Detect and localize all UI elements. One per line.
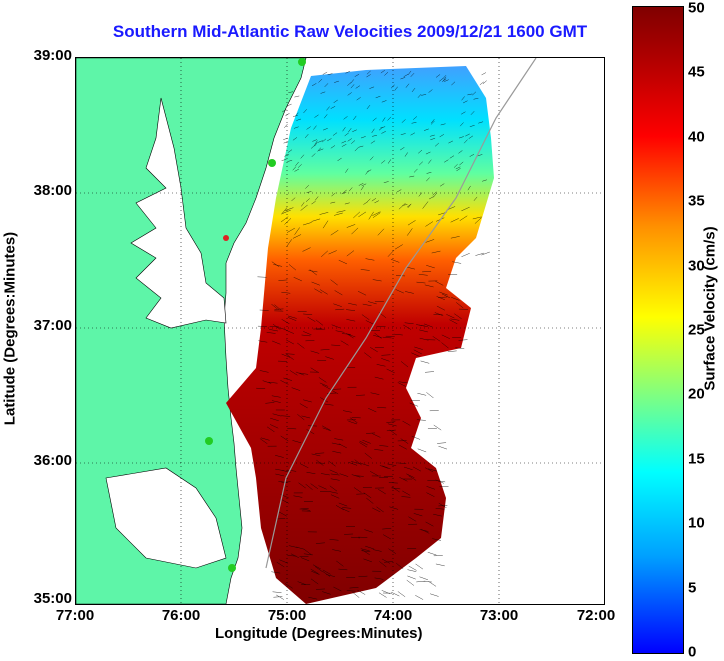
x-tick-label: 73:00 (480, 607, 518, 624)
station-marker (268, 159, 276, 167)
chart-title: Southern Mid-Atlantic Raw Velocities 200… (60, 22, 640, 42)
velocity-arrow (436, 564, 445, 566)
velocity-arrow (409, 566, 417, 570)
colorbar-tick: 50 (688, 0, 705, 17)
velocity-arrow (438, 446, 447, 449)
colorbar-tick: 15 (688, 451, 705, 468)
colorbar-tick: 40 (688, 129, 705, 146)
x-axis-label: Longitude (Degrees:Minutes) (215, 625, 423, 642)
velocity-arrow (379, 593, 387, 598)
velocity-arrow (273, 597, 282, 598)
y-tick-label: 38:00 (34, 182, 72, 199)
velocity-arrow (352, 592, 359, 598)
map-svg (76, 58, 604, 604)
colorbar-tick: 5 (688, 580, 696, 597)
station-marker (228, 564, 236, 572)
velocity-arrow (285, 113, 289, 116)
y-tick-label: 39:00 (34, 47, 72, 64)
station-marker (298, 58, 306, 66)
velocity-arrow (434, 425, 441, 430)
velocity-arrow (428, 552, 437, 555)
velocity-arrow (437, 443, 446, 444)
velocity-arrow (416, 564, 423, 569)
velocity-arrow (425, 372, 434, 373)
velocity-arrow (430, 594, 439, 597)
x-tick-label: 76:00 (162, 607, 200, 624)
colorbar-label: Surface Velocity (cm/s) (702, 189, 719, 429)
velocity-arrow (418, 449, 426, 452)
velocity-arrow (284, 141, 289, 143)
velocity-arrow (284, 124, 287, 128)
velocity-arrow (407, 576, 415, 579)
velocity-arrow (429, 581, 436, 586)
colorbar-tick: 10 (688, 515, 705, 532)
velocity-arrow (294, 96, 299, 97)
y-tick-label: 37:00 (34, 317, 72, 334)
station-marker (223, 235, 229, 241)
velocity-arrow (421, 361, 430, 363)
y-axis-label: Latitude (Degrees:Minutes) (2, 209, 19, 449)
velocity-arrow (415, 595, 423, 599)
x-tick-label: 72:00 (577, 607, 615, 624)
velocity-arrow (419, 577, 427, 580)
velocity-arrow (407, 580, 414, 585)
x-tick-label: 77:00 (56, 607, 94, 624)
velocity-arrow (417, 393, 426, 395)
colorbar-tick: 45 (688, 64, 705, 81)
velocity-arrow (461, 253, 469, 257)
y-tick-label: 35:00 (34, 590, 72, 607)
map-plot-area (75, 57, 605, 605)
x-tick-label: 75:00 (268, 607, 306, 624)
velocity-arrow (407, 570, 416, 572)
velocity-arrow (323, 72, 327, 74)
station-marker (205, 437, 213, 445)
velocity-arrow (448, 351, 457, 352)
y-tick-label: 36:00 (34, 452, 72, 469)
x-tick-label: 74:00 (374, 607, 412, 624)
colorbar-tick: 0 (688, 644, 696, 661)
colorbar (632, 6, 684, 654)
velocity-arrow (273, 592, 282, 593)
velocity-arrow (391, 592, 399, 596)
velocity-arrow (482, 73, 486, 75)
velocity-arrow (276, 595, 284, 600)
velocity-arrow (426, 392, 433, 398)
